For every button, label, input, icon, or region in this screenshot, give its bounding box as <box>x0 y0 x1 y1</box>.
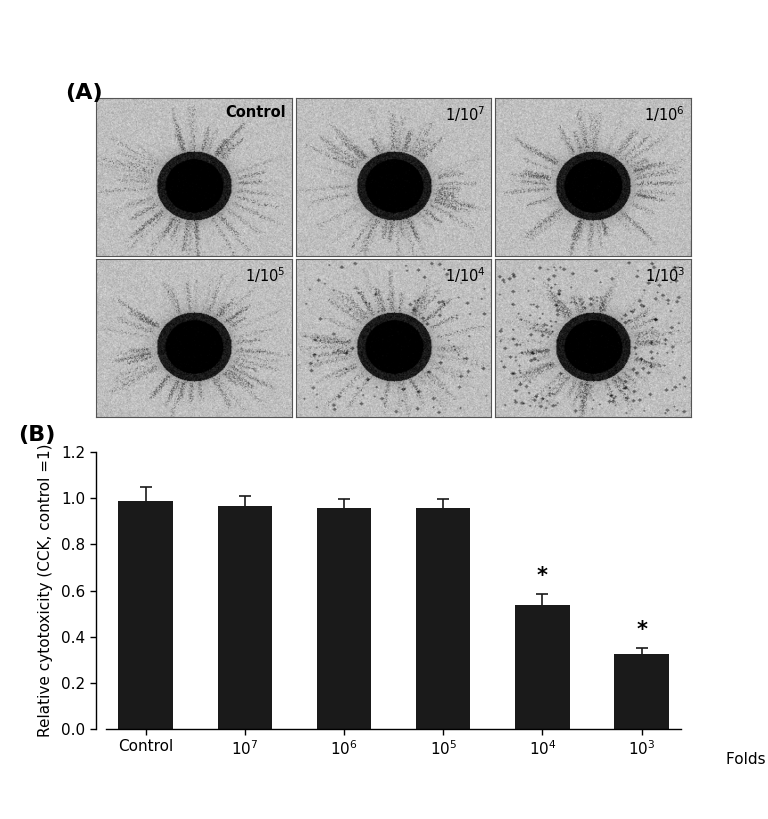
Text: *: * <box>636 620 647 640</box>
Text: $1/10^3$: $1/10^3$ <box>644 265 685 285</box>
Text: (A): (A) <box>65 83 102 102</box>
Bar <box>515 605 570 729</box>
Y-axis label: Relative cytotoxicity (CCK, control =1): Relative cytotoxicity (CCK, control =1) <box>38 444 53 737</box>
Bar <box>217 505 272 729</box>
Text: *: * <box>537 566 548 586</box>
Bar <box>416 509 471 729</box>
Text: (B): (B) <box>18 424 56 445</box>
Text: $1/10^4$: $1/10^4$ <box>445 265 485 285</box>
Bar <box>316 509 371 729</box>
Text: $1/10^5$: $1/10^5$ <box>245 265 286 285</box>
Text: Folds diluted: Folds diluted <box>726 753 768 767</box>
Text: Control: Control <box>225 105 286 120</box>
Bar <box>118 500 173 729</box>
Text: $1/10^6$: $1/10^6$ <box>644 105 685 124</box>
Text: $1/10^7$: $1/10^7$ <box>445 105 485 124</box>
Bar <box>614 654 669 729</box>
